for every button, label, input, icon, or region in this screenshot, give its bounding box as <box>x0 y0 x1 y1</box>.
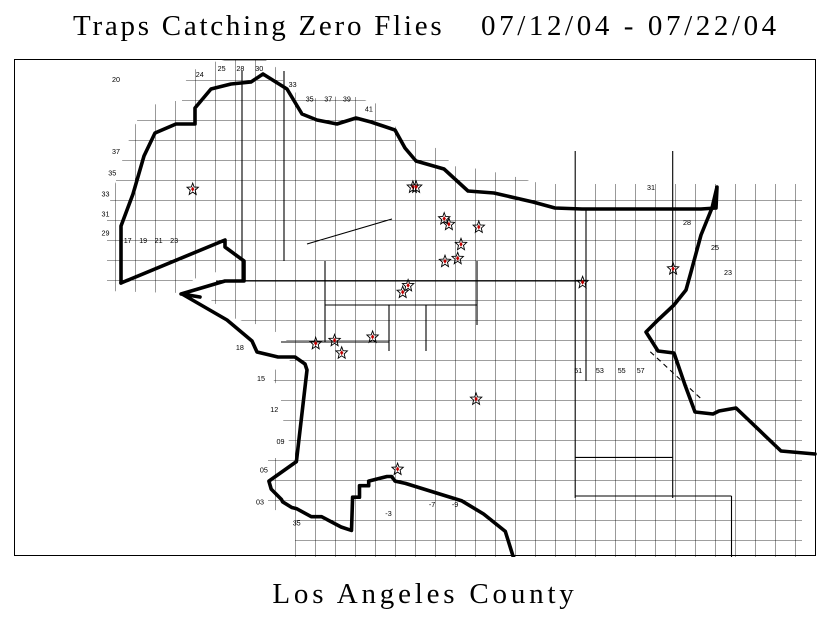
svg-text:23: 23 <box>170 236 178 245</box>
svg-text:31: 31 <box>647 183 655 192</box>
svg-text:25: 25 <box>218 64 226 73</box>
svg-text:29: 29 <box>102 228 110 237</box>
svg-text:19: 19 <box>139 236 147 245</box>
svg-text:53: 53 <box>596 366 604 375</box>
svg-text:31: 31 <box>102 209 110 218</box>
svg-text:09: 09 <box>277 437 285 446</box>
svg-text:57: 57 <box>637 366 645 375</box>
svg-text:35: 35 <box>293 518 301 527</box>
svg-text:35: 35 <box>306 95 314 104</box>
svg-text:28: 28 <box>683 218 691 227</box>
svg-text:25: 25 <box>711 243 719 252</box>
svg-text:03: 03 <box>256 498 264 507</box>
svg-text:-3: -3 <box>385 509 391 518</box>
svg-text:18: 18 <box>236 343 244 352</box>
svg-text:12: 12 <box>270 405 278 414</box>
svg-text:24: 24 <box>196 70 204 79</box>
svg-text:41: 41 <box>365 105 373 114</box>
svg-text:-9: -9 <box>452 500 458 509</box>
svg-text:35: 35 <box>108 169 116 178</box>
svg-text:15: 15 <box>257 374 265 383</box>
svg-text:51: 51 <box>574 366 582 375</box>
svg-text:37: 37 <box>324 95 332 104</box>
svg-text:55: 55 <box>618 366 626 375</box>
svg-text:28: 28 <box>236 64 244 73</box>
svg-text:37: 37 <box>112 147 120 156</box>
svg-text:30: 30 <box>255 64 263 73</box>
svg-text:39: 39 <box>343 95 351 104</box>
svg-text:-7: -7 <box>429 500 435 509</box>
svg-text:33: 33 <box>102 190 110 199</box>
svg-text:20: 20 <box>112 75 120 84</box>
svg-text:23: 23 <box>724 268 732 277</box>
svg-text:21: 21 <box>155 236 163 245</box>
svg-text:05: 05 <box>260 465 268 474</box>
svg-text:33: 33 <box>289 80 297 89</box>
svg-text:17: 17 <box>124 236 132 245</box>
